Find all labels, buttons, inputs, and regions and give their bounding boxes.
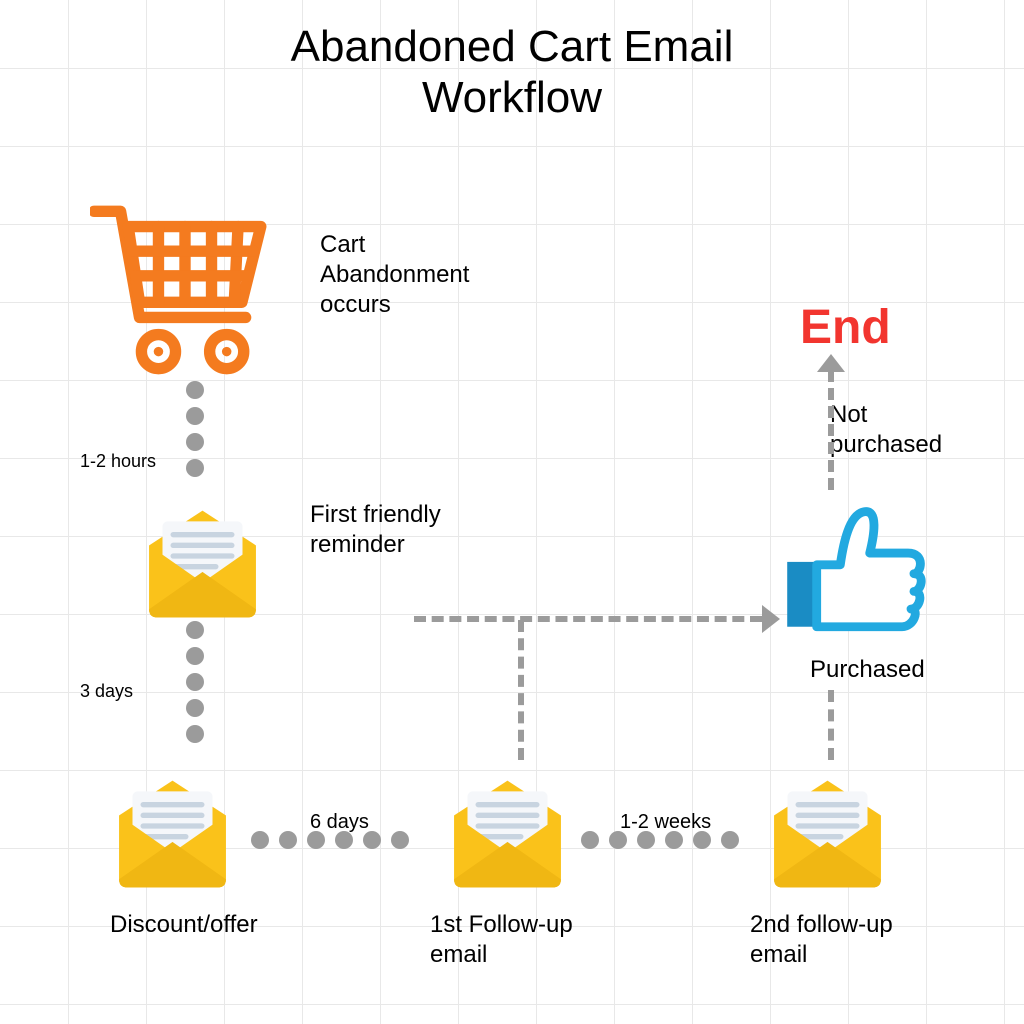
arrowhead [817,354,845,372]
connector-dot [186,699,204,717]
connector-dot [186,673,204,691]
edge-label: 1-2 weeks [620,810,711,835]
dashed-connector [828,370,834,490]
workflow-canvas: Abandoned Cart Email Workflow [0,0,1024,1024]
connector-dot [186,647,204,665]
title-line-1: Abandoned Cart Email [0,22,1024,73]
dashed-connector [518,620,524,760]
connector-dot [279,831,297,849]
edge-label: 1-2 hours [80,450,156,473]
connector-dot [186,459,204,477]
discount-offer-label: Discount/offer [110,910,258,940]
envelope-icon [440,770,575,890]
first-followup-label: 1st Follow-up email [430,910,573,970]
connector-dot [186,381,204,399]
second-followup-label: 2nd follow-up email [750,910,893,970]
arrowhead [762,605,780,633]
dashed-connector [414,616,762,622]
edge-label: 6 days [310,810,369,835]
connector-dot [186,621,204,639]
connector-dot [581,831,599,849]
page-title: Abandoned Cart Email Workflow [0,22,1024,123]
envelope-icon [135,500,270,620]
connector-dot [251,831,269,849]
thumbs-up-icon [780,500,930,640]
connector-dot [721,831,739,849]
connector-dot [186,433,204,451]
first-reminder-label: First friendly reminder [310,500,441,560]
cart-icon [90,200,280,380]
title-line-2: Workflow [0,73,1024,124]
connector-dot [186,407,204,425]
envelope-icon [105,770,240,890]
cart-label: Cart Abandonment occurs [320,230,469,320]
connector-dot [391,831,409,849]
dashed-connector [828,690,834,760]
connector-dot [186,725,204,743]
end-label: End [800,300,891,355]
not-purchased-label: Not purchased [830,400,942,460]
edge-label: 3 days [80,680,133,703]
purchased-label: Purchased [810,655,925,685]
envelope-icon [760,770,895,890]
